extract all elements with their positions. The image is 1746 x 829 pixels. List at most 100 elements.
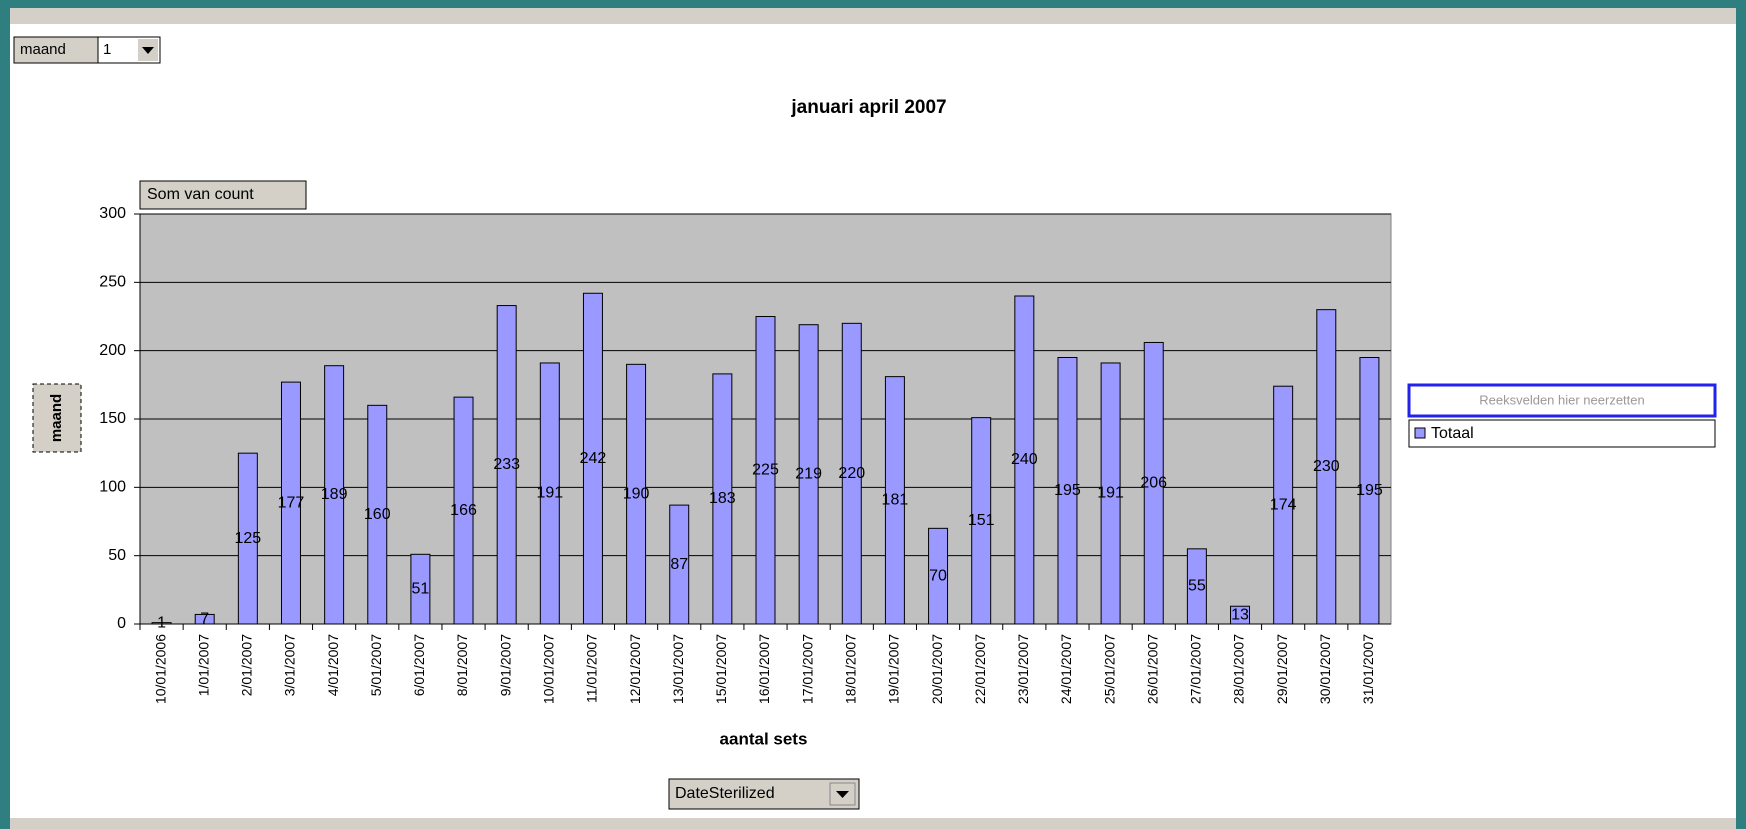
bar xyxy=(1230,605,1251,625)
bar xyxy=(841,322,862,625)
x-axis-label: aantal sets xyxy=(720,729,808,748)
legend-swatch xyxy=(1414,427,1426,439)
data-label: 219 xyxy=(795,466,822,483)
data-label: 87 xyxy=(670,556,688,573)
bar xyxy=(884,376,905,625)
x-tick-label: 9/01/2007 xyxy=(497,634,513,696)
legend-label: Totaal xyxy=(1431,425,1474,442)
bar xyxy=(928,527,949,625)
dropdown-arrow xyxy=(142,47,154,54)
bar xyxy=(496,305,517,625)
data-label: 195 xyxy=(1356,482,1383,499)
data-label: 1 xyxy=(157,615,166,632)
dropdown-arrow xyxy=(836,791,849,798)
x-tick-label: 3/01/2007 xyxy=(282,634,298,696)
data-label: 191 xyxy=(536,485,563,502)
bar xyxy=(1359,357,1380,625)
y-tick-label: 200 xyxy=(99,342,126,359)
x-tick-label: 10/01/2006 xyxy=(152,634,168,704)
category-field-button[interactable] xyxy=(668,778,860,810)
x-tick-label: 30/01/2007 xyxy=(1317,634,1333,704)
data-label: 225 xyxy=(752,461,779,478)
chart-title: januari april 2007 xyxy=(790,97,946,118)
data-label: 189 xyxy=(321,486,348,503)
x-tick-label: 27/01/2007 xyxy=(1188,634,1204,704)
bar xyxy=(1186,548,1207,625)
x-tick-label: 18/01/2007 xyxy=(842,634,858,704)
x-tick-label: 15/01/2007 xyxy=(713,634,729,704)
data-label: 160 xyxy=(364,506,391,523)
bar xyxy=(280,381,301,625)
bottom-strip xyxy=(10,818,1736,829)
bar xyxy=(1014,295,1035,625)
legend xyxy=(1408,419,1716,448)
bar xyxy=(237,452,258,625)
bar xyxy=(755,316,776,625)
series-drop-zone[interactable] xyxy=(1407,383,1717,418)
bar xyxy=(1316,309,1337,625)
x-tick-label: 2/01/2007 xyxy=(239,634,255,696)
x-tick-label: 1/01/2007 xyxy=(195,634,211,696)
data-label: 240 xyxy=(1011,451,1038,468)
x-tick-label: 20/01/2007 xyxy=(929,634,945,704)
x-tick-label: 23/01/2007 xyxy=(1015,634,1031,704)
x-tick-label: 6/01/2007 xyxy=(411,634,427,696)
bar xyxy=(453,396,474,625)
bar xyxy=(367,404,388,625)
bar xyxy=(410,553,431,625)
x-tick-label: 31/01/2007 xyxy=(1360,634,1376,704)
data-label: 174 xyxy=(1270,496,1297,513)
x-tick-label: 22/01/2007 xyxy=(972,634,988,704)
x-tick-label: 5/01/2007 xyxy=(368,634,384,696)
data-label: 7 xyxy=(200,610,209,627)
bar xyxy=(582,292,603,625)
y-field-label: maand xyxy=(48,394,65,442)
x-tick-label: 25/01/2007 xyxy=(1101,634,1117,704)
x-tick-label: 11/01/2007 xyxy=(584,634,600,703)
page-field-button[interactable] xyxy=(13,36,99,64)
bar xyxy=(971,417,992,625)
data-label: 70 xyxy=(929,567,947,584)
x-tick-label: 26/01/2007 xyxy=(1144,634,1160,704)
bar xyxy=(798,324,819,625)
data-label: 220 xyxy=(838,465,865,482)
x-tick-label: 16/01/2007 xyxy=(756,634,772,704)
bar xyxy=(151,622,172,625)
data-label: 166 xyxy=(450,502,477,519)
y-tick-label: 0 xyxy=(117,615,126,632)
data-field-button[interactable] xyxy=(139,180,307,210)
data-label: 183 xyxy=(709,490,736,507)
data-label: 242 xyxy=(580,450,607,467)
y-tick-label: 100 xyxy=(99,479,126,496)
x-tick-label: 8/01/2007 xyxy=(454,634,470,696)
y-tick-label: 300 xyxy=(99,205,126,222)
data-label: 51 xyxy=(411,580,429,597)
y-field-button[interactable] xyxy=(32,383,82,453)
y-tick-label: 150 xyxy=(99,410,126,427)
data-label: 151 xyxy=(968,512,995,529)
data-label: 13 xyxy=(1231,606,1249,623)
y-tick-label: 50 xyxy=(108,547,126,564)
x-tick-label: 12/01/2007 xyxy=(627,634,643,704)
data-label: 125 xyxy=(234,530,261,547)
bar xyxy=(626,363,647,625)
y-tick-label: 250 xyxy=(99,274,126,291)
page-field-value: 1 xyxy=(103,41,111,58)
top-strip xyxy=(10,8,1736,24)
data-field-label: Som van count xyxy=(147,186,254,203)
data-label: 190 xyxy=(623,485,650,502)
x-tick-label: 17/01/2007 xyxy=(799,634,815,704)
data-label: 230 xyxy=(1313,458,1340,475)
bar xyxy=(194,613,215,625)
x-tick-label: 10/01/2007 xyxy=(541,634,557,704)
data-label: 191 xyxy=(1097,485,1124,502)
bar xyxy=(324,365,345,625)
bar xyxy=(1273,385,1294,625)
data-label: 195 xyxy=(1054,482,1081,499)
page-field-label: maand xyxy=(20,41,66,58)
bar xyxy=(539,362,560,625)
data-label: 181 xyxy=(882,492,909,509)
series-drop-zone-label: Reeksvelden hier neerzetten xyxy=(1479,392,1645,407)
x-tick-label: 29/01/2007 xyxy=(1274,634,1290,704)
